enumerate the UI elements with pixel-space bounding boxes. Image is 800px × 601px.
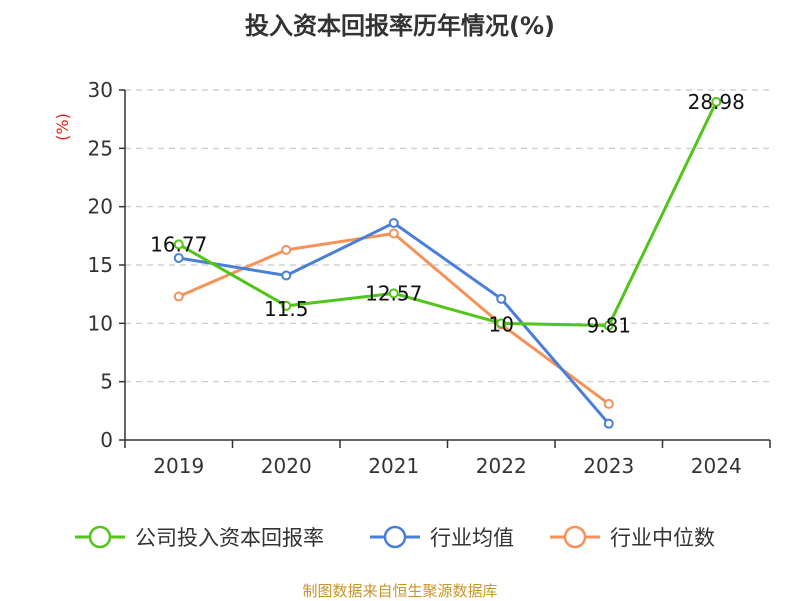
series-line <box>178 232 610 406</box>
legend: 公司投入资本回报率 行业均值 行业中位数 <box>75 525 715 550</box>
data-label: 10 <box>489 312 514 336</box>
source-note: 制图数据来自恒生聚源数据库 <box>302 582 498 600</box>
data-label: 16.77 <box>150 232 207 256</box>
x-tick-label: 2020 <box>261 454 312 478</box>
legend-label: 公司投入资本回报率 <box>135 526 324 550</box>
series-layer <box>173 96 722 429</box>
legend-marker <box>383 525 407 549</box>
grid-lines <box>125 89 770 383</box>
data-label: 9.81 <box>586 314 631 338</box>
data-point <box>388 218 399 228</box>
y-tick-label: 15 <box>88 253 113 277</box>
data-label: 11.5 <box>264 297 309 321</box>
data-point <box>388 228 399 239</box>
data-labels: 16.77 11.5 12.57 10 9.81 28.98 <box>150 90 745 338</box>
x-tick-label: 2021 <box>368 454 419 478</box>
y-tick-label: 20 <box>88 195 113 219</box>
data-label: 28.98 <box>688 90 745 114</box>
series-line <box>178 101 718 328</box>
axes: 0 5 10 15 20 25 30 2019 2020 2021 2022 2023 2024 <box>88 78 771 478</box>
data-point <box>281 270 292 281</box>
x-tick-label: 2022 <box>476 454 527 478</box>
legend-label: 行业中位数 <box>610 526 715 550</box>
legend-marker <box>88 525 112 549</box>
data-point <box>603 398 614 409</box>
x-tick-label: 2023 <box>583 454 634 478</box>
data-point <box>281 300 292 311</box>
data-point <box>603 320 614 331</box>
x-tick-label: 2019 <box>153 454 204 478</box>
data-point <box>603 418 614 429</box>
data-point <box>496 293 507 304</box>
y-tick-label: 5 <box>100 370 113 394</box>
chart-title: 投入资本回报率历年情况(%) <box>245 12 555 40</box>
data-point <box>173 239 184 250</box>
data-point <box>173 253 184 263</box>
legend-marker <box>563 525 587 549</box>
x-tick-label: 2024 <box>691 454 742 478</box>
data-point <box>496 318 507 329</box>
data-point <box>173 291 184 302</box>
y-tick-label: 10 <box>88 311 113 335</box>
y-tick-label: 30 <box>88 78 113 102</box>
data-point <box>281 244 292 255</box>
data-point <box>711 96 722 107</box>
legend-label: 行业均值 <box>430 526 514 550</box>
y-tick-label: 25 <box>88 136 113 160</box>
data-label: 12.57 <box>365 281 422 305</box>
y-tick-label: 0 <box>100 428 113 452</box>
y-axis-unit: (%) <box>53 113 72 141</box>
data-point <box>388 288 399 299</box>
